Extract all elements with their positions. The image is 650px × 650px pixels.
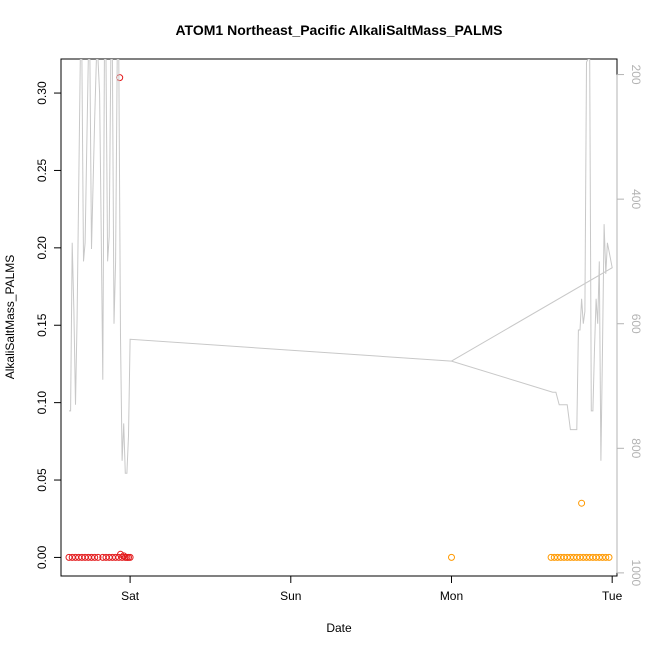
y-axis-label: AlkaliSaltMass_PALMS (3, 255, 17, 380)
y-tick-label: 0.05 (35, 468, 49, 492)
chart-title: ATOM1 Northeast_Pacific AlkaliSaltMass_P… (175, 22, 502, 38)
data-point (116, 74, 124, 82)
y-tick-label: 0.20 (35, 236, 49, 260)
data-point (578, 499, 586, 507)
y-tick-label: 0.30 (35, 81, 49, 105)
y-tick-label: 0.15 (35, 313, 49, 337)
data-point (448, 553, 455, 561)
x-tick-label: Sat (121, 589, 140, 603)
plot-frame (60, 58, 618, 577)
plot-area (60, 58, 618, 577)
x-axis-label: Date (326, 621, 352, 635)
y-tick-label: 0.10 (35, 391, 49, 415)
x-tick-label: Sun (280, 589, 301, 603)
data-point (120, 552, 128, 560)
right-axis-tick-label: 400 (629, 189, 643, 209)
data-point (605, 553, 613, 561)
right-axis-tick-label: 1000 (629, 560, 643, 587)
x-tick-label: Mon (440, 589, 463, 603)
y-tick-label: 0.25 (35, 158, 49, 182)
data-point (602, 553, 610, 561)
right-axis-tick-label: 800 (629, 438, 643, 458)
data-point (126, 553, 134, 561)
series-layer (65, 59, 613, 561)
right-axis: 200 400 600 800 1000 (616, 65, 643, 587)
x-axis: Sat Sun Mon Tue (121, 575, 623, 603)
data-point (91, 553, 99, 561)
y-tick-label: 0.00 (35, 545, 49, 569)
right-axis-tick-label: 600 (629, 314, 643, 334)
data-point (94, 553, 102, 561)
series-line-2 (69, 59, 613, 474)
y-axis: 0.00 0.05 0.10 0.15 0.20 0.25 0.30 (35, 81, 62, 569)
series-line-path (69, 59, 613, 474)
right-axis-tick-label: 200 (629, 65, 643, 85)
x-tick-label: Tue (602, 589, 623, 603)
